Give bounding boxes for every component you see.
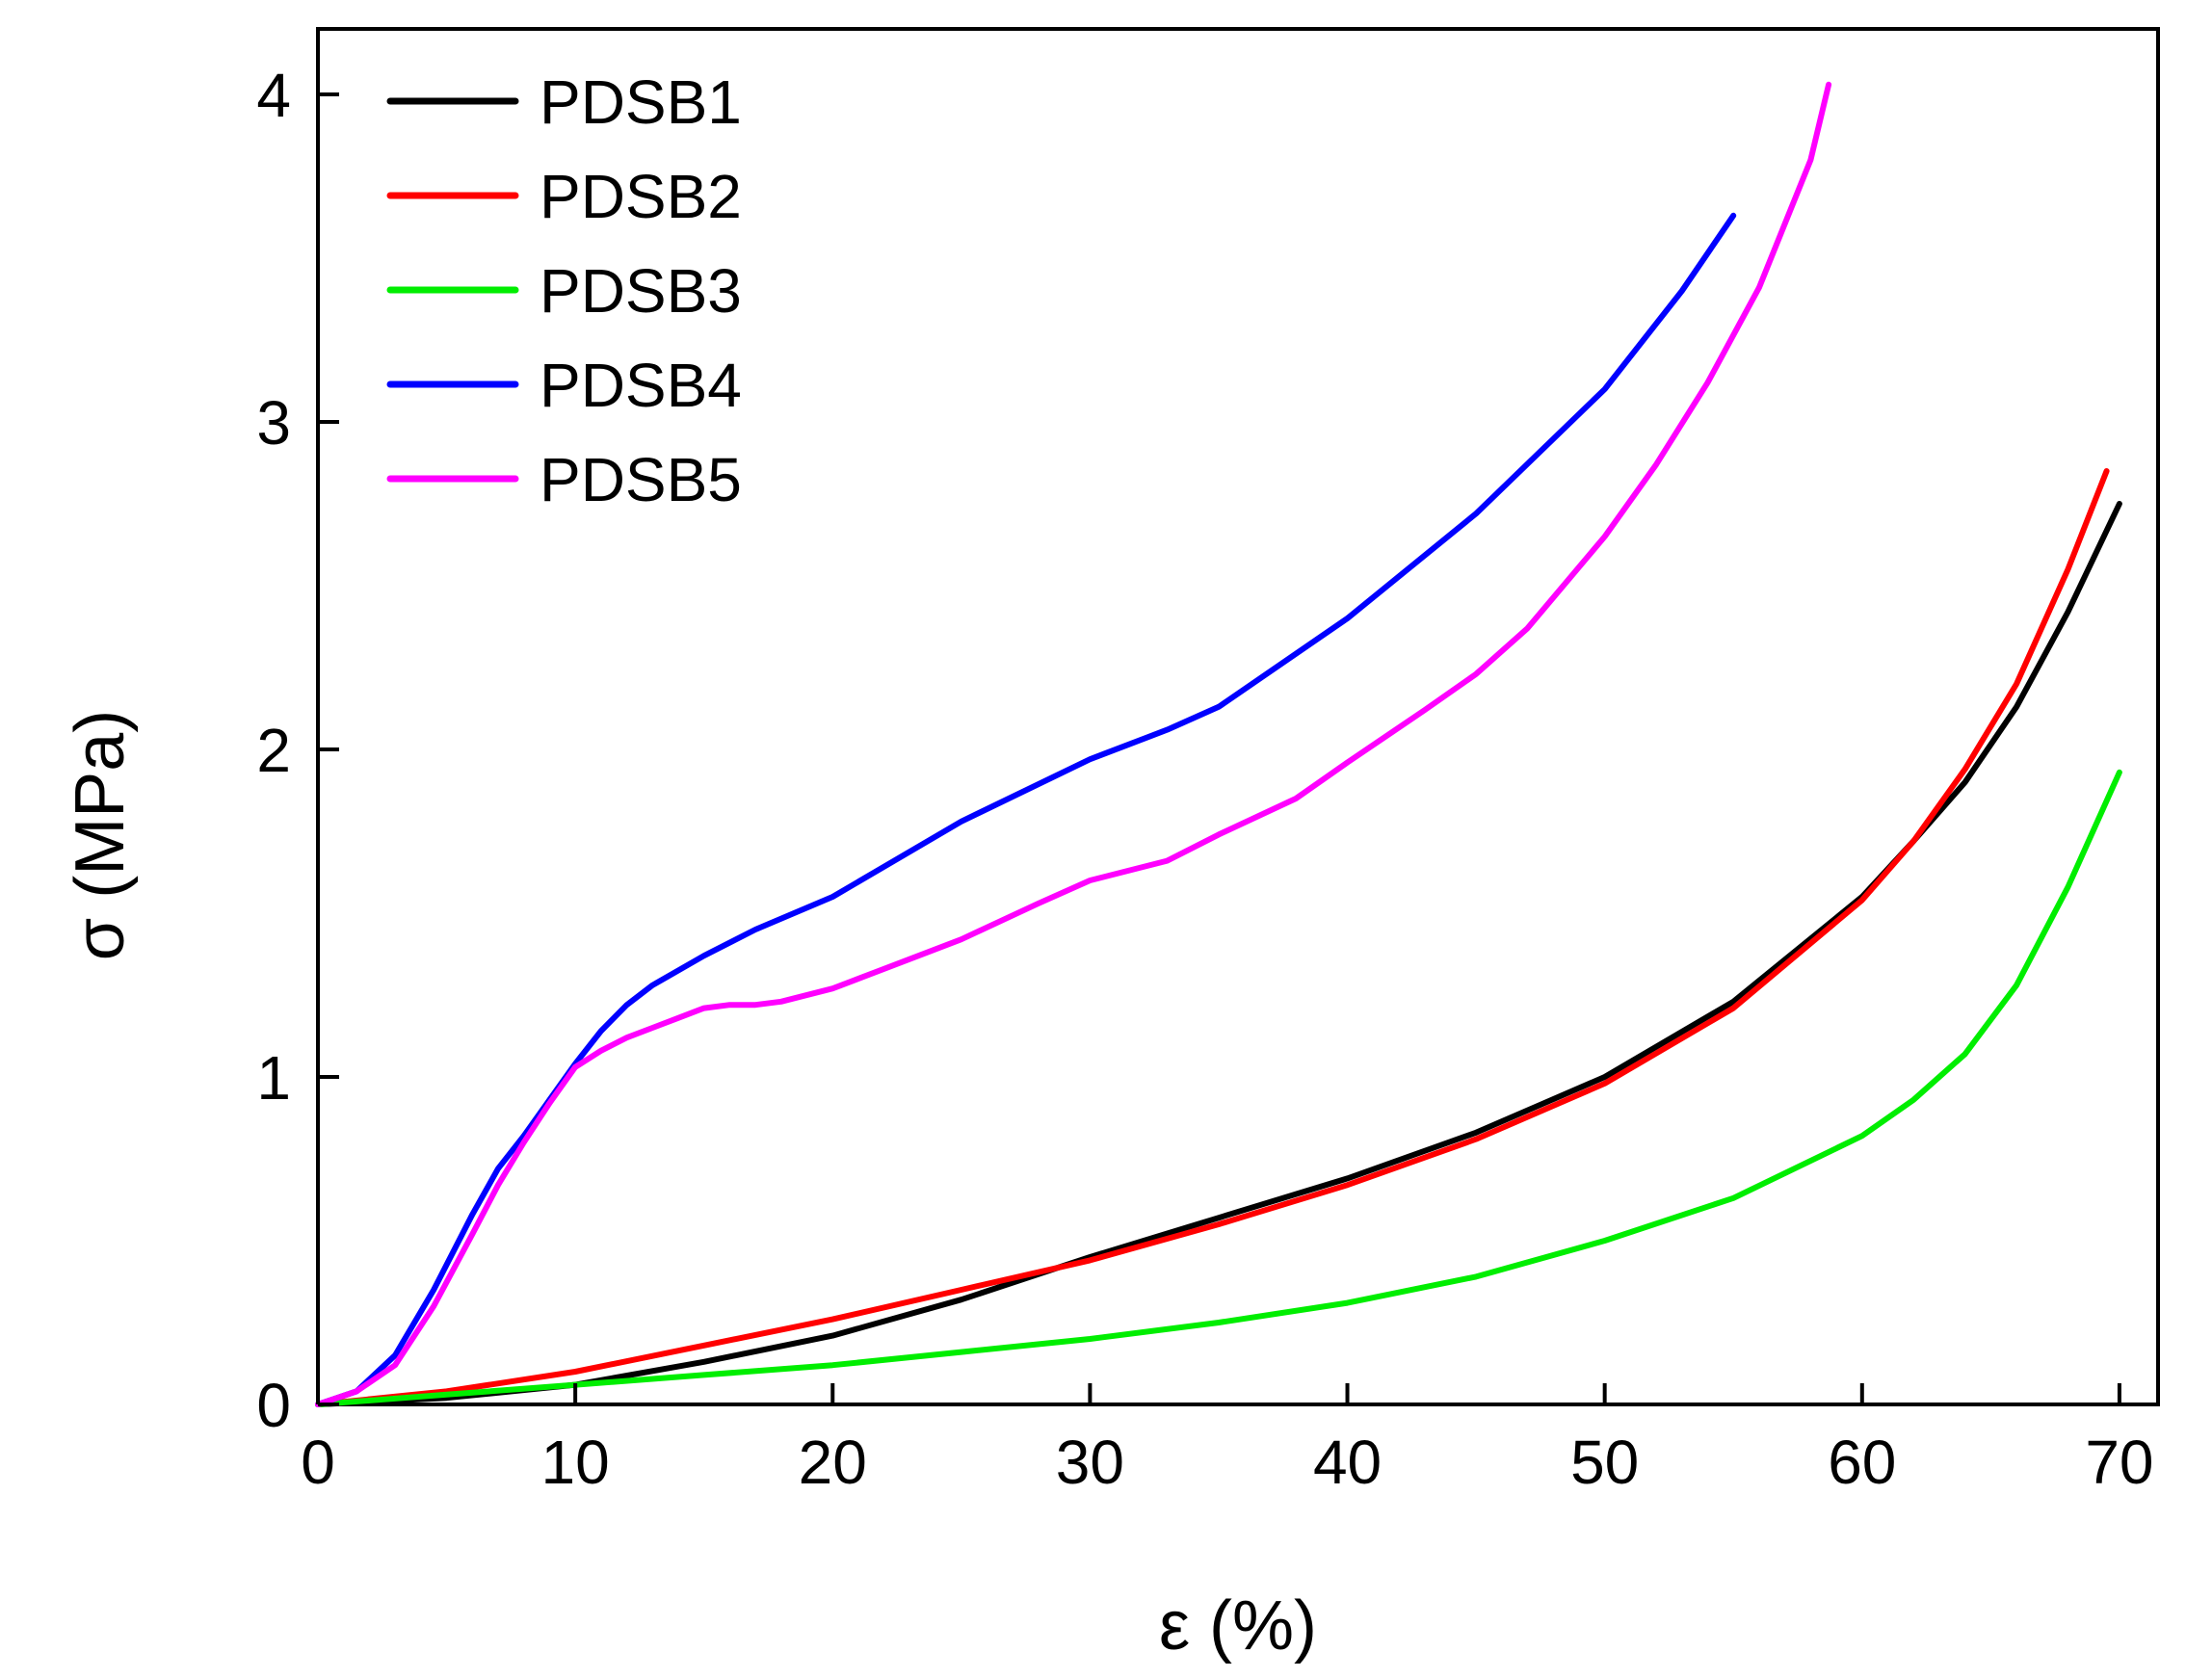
x-tick-label-10: 10 bbox=[541, 1428, 610, 1497]
legend: PDSB1 PDSB2 PDSB3 PDSB4 PDSB5 bbox=[386, 67, 742, 514]
x-axis-title: ε (%) bbox=[1159, 1587, 1317, 1665]
x-tick-label-0: 0 bbox=[301, 1428, 335, 1497]
y-tick-label-1: 1 bbox=[256, 1043, 291, 1113]
plot-area bbox=[316, 27, 2160, 1406]
x-tick-label-30: 30 bbox=[1056, 1428, 1124, 1497]
x-tick-label-20: 20 bbox=[799, 1428, 867, 1497]
legend-label-pdsb3: PDSB3 bbox=[540, 256, 742, 326]
y-tick-label-2: 2 bbox=[256, 716, 291, 785]
legend-label-pdsb1: PDSB1 bbox=[540, 67, 742, 137]
series-line-pdsb5 bbox=[315, 81, 1832, 1407]
x-tick-label-50: 50 bbox=[1570, 1428, 1639, 1497]
y-tick-label-0: 0 bbox=[256, 1371, 291, 1440]
y-tick-label-3: 3 bbox=[256, 388, 291, 458]
x-tick-label-60: 60 bbox=[1828, 1428, 1896, 1497]
y-axis-title: σ (MPa) bbox=[62, 710, 139, 960]
legend-label-pdsb4: PDSB4 bbox=[540, 351, 742, 420]
plot-frame bbox=[316, 27, 2160, 1406]
x-tick-label-40: 40 bbox=[1313, 1428, 1382, 1497]
y-tick-label-4: 4 bbox=[256, 61, 291, 130]
axes: 0 10 20 30 40 50 60 70 0 1 2 3 4 bbox=[256, 61, 2153, 1497]
x-tick-label-70: 70 bbox=[2085, 1428, 2153, 1497]
series-line-pdsb2 bbox=[315, 468, 2110, 1407]
legend-label-pdsb2: PDSB2 bbox=[540, 162, 742, 231]
series-lines bbox=[315, 81, 2122, 1407]
series-line-pdsb4 bbox=[315, 212, 1737, 1407]
legend-label-pdsb5: PDSB5 bbox=[540, 445, 742, 514]
series-line-pdsb1 bbox=[315, 501, 2122, 1407]
series-line-pdsb3 bbox=[315, 769, 2122, 1407]
